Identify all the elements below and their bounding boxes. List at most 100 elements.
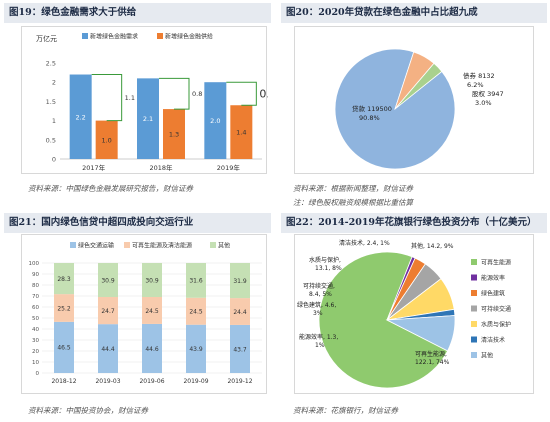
y-tick-label: 0 <box>52 156 56 164</box>
slice-label: 清洁技术, 2.4, 1% <box>339 239 390 247</box>
legend-label: 水质与保护 <box>481 321 511 329</box>
bar-value-label: 2.2 <box>75 113 85 121</box>
segment-value-label: 24.7 <box>101 308 115 315</box>
slice-pct: 90.8% <box>359 114 380 122</box>
note-20: 注：绿色股权融资规模根据比重估算 <box>293 198 413 207</box>
chart-19-frame: 万亿元 0 0.5 1 1.5 2 2.5 新增绿色金融需求 新增绿色金融供给 2.2 1.0 201… <box>21 26 277 174</box>
gap-bracket <box>159 77 190 110</box>
legend-label: 可再生能源 <box>481 259 511 267</box>
slice-pct: 3% <box>313 310 323 317</box>
source-22: 资料来源：花旗银行，财信证券 <box>293 406 398 415</box>
bar-supply <box>163 109 185 159</box>
y-tick-label: 0.5 <box>46 136 56 144</box>
segment-value-label: 43.7 <box>233 346 247 353</box>
panel-title-19: 图19：绿色金融需求大于供给 <box>4 3 271 23</box>
slice-label: 绿色建筑, 4.6, <box>297 301 336 309</box>
bar-value-label: 2.1 <box>143 115 153 123</box>
source-21: 资料来源：中国投资协会，财信证券 <box>28 406 148 415</box>
y-tick-label: 90 <box>32 272 39 278</box>
pie-slice <box>318 251 449 389</box>
legend-label: 绿色交通运输 <box>78 242 114 250</box>
stack-segment <box>142 296 162 324</box>
segment-value-label: 44.6 <box>145 346 159 353</box>
segment-value-label: 24.5 <box>145 308 159 315</box>
chart-19: 万亿元 0 0.5 1 1.5 2 2.5 新增绿色金融需求 新增绿色金融供给 2.2 1.0 201… <box>36 33 277 173</box>
legend-swatch <box>471 305 477 312</box>
segment-value-label: 30.9 <box>101 277 115 284</box>
y-tick-label: 40 <box>32 327 39 333</box>
y-tick-label: 60 <box>32 305 39 311</box>
y-tick-label: 10 <box>32 360 39 366</box>
x-tick-label: 2019-06 <box>139 378 164 385</box>
bar-supply <box>95 120 118 159</box>
chart-20-frame: 贷款 119500 90.8% 债券 8132 6.2% 股权 3947 3.0% <box>294 26 534 174</box>
gap-bracket <box>91 74 123 122</box>
legend-label: 可持续交通 <box>481 305 511 313</box>
chart-21: 0 10 20 30 40 50 60 70 80 90 100 绿色交通运输 可再生能源及清洁能源 其他… <box>29 242 262 385</box>
y-axis-label: 万亿元 <box>36 34 57 43</box>
legend-label: 能源效率 <box>481 274 505 282</box>
pie-slice <box>385 315 456 352</box>
segment-value-label: 44.4 <box>101 346 115 353</box>
legend-swatch <box>82 33 88 39</box>
gap-label: 0.6 <box>259 88 268 101</box>
stack-segment <box>54 294 74 322</box>
legend-swatch <box>124 242 130 248</box>
bar-value-label: 1.3 <box>169 131 179 139</box>
stack-segment <box>142 263 162 297</box>
stack-segment <box>142 323 162 373</box>
slice-pct: 1% <box>315 342 325 349</box>
legend-label: 新增绿色金融需求 <box>90 33 138 41</box>
y-tick-label: 100 <box>29 261 40 267</box>
slice-label: 可持续交通, <box>303 282 335 290</box>
x-tick-label: 2019-03 <box>95 378 120 385</box>
slice-label: 其他, 14.2, 9% <box>411 242 454 250</box>
bar-demand <box>204 82 227 159</box>
segment-value-label: 30.9 <box>145 277 159 284</box>
segment-value-label: 24.4 <box>233 309 247 316</box>
y-tick-label: 20 <box>32 349 39 355</box>
segment-value-label: 46.5 <box>57 345 71 352</box>
segment-value-label: 43.9 <box>189 346 203 353</box>
slice-label: 水质与保护, <box>309 256 341 264</box>
legend-swatch <box>471 321 477 327</box>
y-tick-label: 30 <box>32 338 39 344</box>
stack-segment <box>54 263 74 295</box>
x-tick-label: 2019年 <box>217 163 241 172</box>
slice-label: 股权 3947 <box>472 89 504 98</box>
slice-pct: 13.1, 8% <box>315 265 342 272</box>
legend-label: 其他 <box>218 242 230 250</box>
chart-21-frame: 0 10 20 30 40 50 60 70 80 90 100 绿色交通运输 可再生能源及清洁能源 其他… <box>21 234 267 394</box>
pie-slice <box>394 62 443 110</box>
legend-swatch <box>471 274 477 281</box>
y-tick-label: 1 <box>52 117 56 125</box>
legend-swatch <box>471 259 477 265</box>
chart-22: 可再生能源,122.1, 74% 能源效率, 1.3,1% 绿色建筑, 4.6,3%… <box>297 239 511 389</box>
legend-label: 其他 <box>481 352 493 360</box>
gap-label: 1.1 <box>125 94 135 102</box>
bar-value-label: 1.4 <box>236 129 246 137</box>
legend-swatch <box>471 336 477 343</box>
legend-label: 清洁技术 <box>481 336 505 344</box>
x-tick-label: 2018-12 <box>51 378 76 385</box>
segment-value-label: 25.2 <box>57 305 71 312</box>
segment-value-label: 28.3 <box>57 276 71 283</box>
stack-segment <box>98 263 118 297</box>
bar-demand <box>69 74 92 159</box>
y-tick-label: 2 <box>52 79 56 87</box>
segment-value-label: 24.5 <box>189 309 203 316</box>
x-tick-label: 2018年 <box>149 163 173 172</box>
slice-label: 债券 8132 <box>463 71 495 80</box>
x-tick-label: 2017年 <box>82 163 106 172</box>
stack-segment <box>98 296 118 325</box>
y-tick-label: 2.5 <box>46 60 56 68</box>
y-tick-label: 80 <box>32 283 39 289</box>
bar-demand <box>137 78 159 159</box>
legend-swatch <box>157 33 163 39</box>
slice-label: 可再生能源, <box>415 350 447 358</box>
gap-bracket <box>226 81 257 106</box>
legend-swatch <box>210 242 216 248</box>
y-tick-label: 50 <box>32 316 39 322</box>
stack-segment <box>54 321 74 373</box>
